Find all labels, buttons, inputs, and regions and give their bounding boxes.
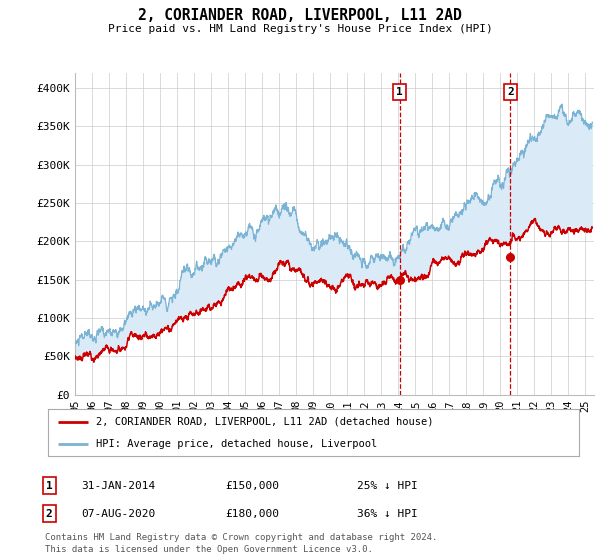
Text: 07-AUG-2020: 07-AUG-2020 (81, 508, 155, 519)
Text: HPI: Average price, detached house, Liverpool: HPI: Average price, detached house, Live… (96, 438, 377, 449)
Text: 2: 2 (46, 508, 53, 519)
Text: £180,000: £180,000 (225, 508, 279, 519)
Text: 1: 1 (396, 87, 403, 97)
Text: 31-JAN-2014: 31-JAN-2014 (81, 480, 155, 491)
Text: 2, CORIANDER ROAD, LIVERPOOL, L11 2AD (detached house): 2, CORIANDER ROAD, LIVERPOOL, L11 2AD (d… (96, 417, 433, 427)
Text: Price paid vs. HM Land Registry's House Price Index (HPI): Price paid vs. HM Land Registry's House … (107, 24, 493, 34)
Text: 36% ↓ HPI: 36% ↓ HPI (357, 508, 418, 519)
Text: 25% ↓ HPI: 25% ↓ HPI (357, 480, 418, 491)
Text: £150,000: £150,000 (225, 480, 279, 491)
Text: 2: 2 (507, 87, 514, 97)
Text: Contains HM Land Registry data © Crown copyright and database right 2024.: Contains HM Land Registry data © Crown c… (45, 533, 437, 542)
Text: 2, CORIANDER ROAD, LIVERPOOL, L11 2AD: 2, CORIANDER ROAD, LIVERPOOL, L11 2AD (138, 8, 462, 24)
Text: 1: 1 (46, 480, 53, 491)
Text: This data is licensed under the Open Government Licence v3.0.: This data is licensed under the Open Gov… (45, 545, 373, 554)
